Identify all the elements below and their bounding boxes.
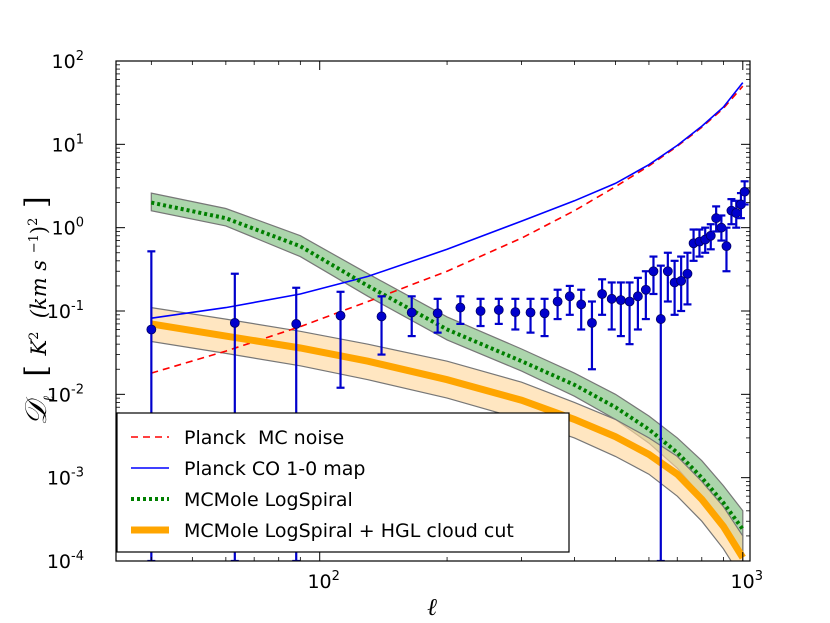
data-point bbox=[676, 275, 687, 286]
axis-labels: ℓ 𝒟ℓ [ K2 (km s −1)2 ] bbox=[19, 196, 437, 621]
x-tick-label: 103 bbox=[731, 569, 763, 593]
legend-box bbox=[116, 412, 570, 553]
data-point bbox=[597, 289, 607, 299]
y-tick-label: 101 bbox=[52, 132, 84, 156]
y-tick-label: 10-2 bbox=[47, 382, 84, 406]
y-axis-label: 𝒟ℓ [ K2 (km s −1)2 ] bbox=[19, 196, 57, 425]
data-point bbox=[291, 319, 302, 329]
x-axis-label: ℓ bbox=[427, 593, 437, 621]
data-point bbox=[705, 230, 716, 241]
legend-label: Planck MC noise bbox=[184, 427, 344, 449]
points-layer bbox=[146, 180, 750, 561]
data-point bbox=[632, 291, 643, 302]
data-point bbox=[493, 305, 504, 315]
y-tick-label: 100 bbox=[52, 216, 84, 240]
y-tick-label: 10-1 bbox=[47, 299, 84, 323]
y-tick-label: 10-4 bbox=[47, 549, 84, 573]
data-point bbox=[552, 296, 563, 307]
legend-label: MCMole LogSpiral bbox=[184, 489, 353, 511]
data-point bbox=[640, 284, 651, 295]
data-point bbox=[335, 310, 346, 321]
line-mcmole-logspiral-hgl-cloud-cut bbox=[150, 320, 746, 560]
data-point bbox=[539, 308, 550, 319]
data-point bbox=[576, 299, 587, 310]
data-point bbox=[510, 307, 521, 318]
y-tick-label: 10-3 bbox=[47, 466, 84, 490]
axes: 10-4 10-3 10-2 10-1 100 101 102 102 103 bbox=[47, 49, 763, 593]
data-point bbox=[564, 291, 575, 302]
data-point bbox=[587, 317, 597, 328]
y-tick-label: 102 bbox=[52, 49, 84, 73]
data-point bbox=[525, 307, 536, 318]
data-point bbox=[229, 317, 240, 328]
data-point bbox=[662, 266, 673, 277]
data-point bbox=[655, 314, 666, 324]
line-planck-co-1-0-map bbox=[151, 82, 744, 319]
data-point bbox=[455, 302, 466, 313]
legend: Planck MC noise Planck CO 1-0 map MCMole L… bbox=[116, 412, 570, 553]
data-point bbox=[146, 324, 157, 335]
data-point bbox=[648, 266, 659, 277]
legend-label: MCMole LogSpiral + HGL cloud cut bbox=[184, 520, 514, 542]
legend-label: Planck CO 1-0 map bbox=[184, 458, 365, 480]
data-point bbox=[432, 308, 443, 319]
data-point bbox=[606, 293, 617, 304]
data-point bbox=[376, 311, 387, 322]
x-tick-label: 102 bbox=[307, 569, 339, 593]
data-point bbox=[406, 307, 417, 318]
data-point bbox=[739, 186, 750, 197]
data-point bbox=[615, 295, 626, 306]
data-point bbox=[731, 208, 742, 218]
data-point bbox=[721, 241, 732, 252]
line-mcmole-logspiral bbox=[150, 200, 745, 531]
data-point bbox=[475, 306, 486, 316]
data-point bbox=[682, 268, 693, 279]
data-point bbox=[624, 296, 635, 307]
